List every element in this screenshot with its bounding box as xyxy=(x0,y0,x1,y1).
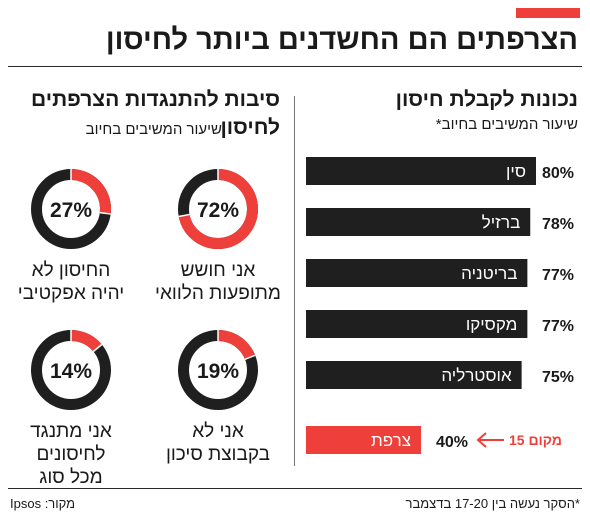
bar-category-label: בריטניה xyxy=(461,264,517,283)
bar xyxy=(306,361,522,389)
bar xyxy=(306,426,421,454)
reasons-title: סיבות להתנגדות הצרפתים xyxy=(31,88,280,111)
reason-donut: 14% xyxy=(31,330,111,410)
arrow-left-icon xyxy=(476,432,504,448)
donut-value-label: 72% xyxy=(197,199,239,222)
panel-divider xyxy=(294,96,295,466)
bar xyxy=(306,259,528,287)
bar-category-label: ברזיל xyxy=(482,213,521,232)
reasons-title-line2: לחיסון xyxy=(220,116,280,139)
donut-value-label: 14% xyxy=(50,360,92,383)
reason-label-line: בקבוצת סיכון xyxy=(165,444,271,465)
page-title: הצרפתים הם החשדנים ביותר לחיסון xyxy=(105,24,578,56)
bar-category-label: מקסיקו xyxy=(466,315,518,334)
reason-label-line: מתופעות הלוואי xyxy=(155,283,281,304)
reason-label-line: אני חושש xyxy=(180,260,256,281)
bar-value-label: 78% xyxy=(542,216,574,233)
vaccine-acceptance-bar-chart: סין 80% ברזיל 78% בריטניה 77% מקסיקו 77% אוסטרלי… xyxy=(306,157,574,454)
bar-category-label: צרפת xyxy=(371,431,411,450)
bar-category-label: אוסטרליה xyxy=(441,366,512,385)
donut-segment xyxy=(217,330,256,360)
reason-donut: 19% xyxy=(178,330,258,410)
reason-label-line: אני לא xyxy=(192,421,244,442)
bar-value-label: 75% xyxy=(542,369,574,386)
bar xyxy=(306,157,536,185)
header-divider xyxy=(8,66,582,67)
donut-segment xyxy=(178,169,258,249)
bar xyxy=(306,208,531,236)
bar-chart-subtitle: שיעור המשיבים בחיוב* xyxy=(435,116,578,133)
survey-footnote: *הסקר נעשה בין 17-20 בדצמבר xyxy=(405,496,580,511)
accent-bar xyxy=(516,8,580,18)
bar-value-label: 77% xyxy=(542,267,574,284)
donut-value-label: 27% xyxy=(50,199,92,222)
rank-annotation: מקום 15 xyxy=(509,432,562,448)
bar-value-label: 77% xyxy=(542,318,574,335)
reason-label: אני לא בקבוצת סיכון xyxy=(143,420,293,466)
bar-value-label: 40% xyxy=(436,434,468,451)
reason-donut: 72% xyxy=(178,169,258,249)
reason-donut: 27% xyxy=(31,169,111,249)
reasons-subtitle: שיעור המשיבים בחיוב xyxy=(85,121,222,138)
bar-category-label: סין xyxy=(506,162,526,181)
donut-value-label: 19% xyxy=(197,360,239,383)
reason-label-line: החיסון לא xyxy=(31,260,111,281)
footer-divider xyxy=(8,488,582,489)
source-note: מקור: Ipsos xyxy=(10,496,76,511)
reason-label-line: אני מתנגד xyxy=(30,421,112,442)
bar-chart-title: נכונות לקבלת חיסון xyxy=(395,88,578,111)
donut-segment xyxy=(70,169,111,215)
reason-label-line: יהיה אפקטיבי xyxy=(17,283,125,304)
reason-label: אני חושש מתופעות הלוואי xyxy=(143,259,293,305)
bar-value-label: 80% xyxy=(542,165,574,182)
reason-label-line: לחיסונים xyxy=(36,444,106,465)
donut-segment xyxy=(70,330,102,352)
reason-label: אני מתנגד לחיסונים מכל סוג xyxy=(0,420,146,489)
bar xyxy=(306,310,528,338)
reason-label: החיסון לא יהיה אפקטיבי xyxy=(0,259,146,305)
reason-label-line: מכל סוג xyxy=(39,467,103,488)
